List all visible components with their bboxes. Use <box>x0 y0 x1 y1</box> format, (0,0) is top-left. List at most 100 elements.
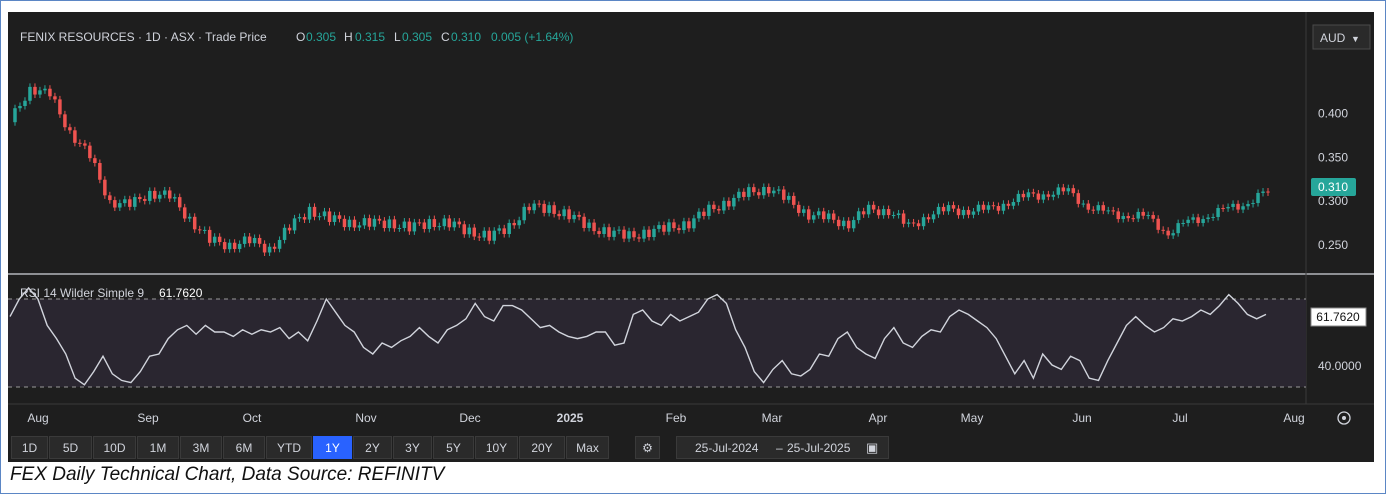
candle-body <box>901 213 906 224</box>
candle-body <box>1146 215 1150 217</box>
candle-body <box>707 204 711 216</box>
candle-body <box>407 221 412 232</box>
price-axis: 0.250 0.300 0.350 0.400 <box>1318 106 1348 252</box>
range-button-5y[interactable]: 5Y <box>433 436 474 459</box>
candle-body <box>477 236 482 238</box>
candle-body <box>682 221 686 231</box>
candle-body <box>1056 187 1061 195</box>
candle-body <box>272 246 277 249</box>
candle-body <box>1046 194 1051 197</box>
range-button-3m[interactable]: 3M <box>180 436 222 459</box>
candle-body <box>332 215 337 222</box>
candle-body <box>801 209 806 213</box>
candle-body <box>811 215 816 220</box>
currency-selector[interactable] <box>1312 24 1371 50</box>
candle-body <box>172 197 177 199</box>
candle-body <box>1216 208 1220 218</box>
candle-body <box>452 221 457 228</box>
candle-body <box>966 209 971 215</box>
candle-body <box>237 243 242 249</box>
candle-body <box>23 100 27 106</box>
range-button-1d[interactable]: 1D <box>11 436 48 459</box>
candle-body <box>1251 203 1255 205</box>
range-button-2y[interactable]: 2Y <box>353 436 392 459</box>
candle-body <box>307 206 312 220</box>
candle-body <box>806 209 811 220</box>
candle-body <box>737 191 741 198</box>
candle-body <box>846 220 851 229</box>
candle-body <box>53 96 57 100</box>
price-tick-label: 0.250 <box>1318 238 1348 252</box>
candle-body <box>167 190 172 199</box>
candle-body <box>118 203 122 208</box>
candle-body <box>747 187 751 197</box>
candle-body <box>153 190 157 199</box>
candle-body <box>78 142 82 144</box>
candle-body <box>1021 193 1026 198</box>
candle-body <box>931 214 936 220</box>
candle-body <box>537 203 541 205</box>
range-button-5d[interactable]: 5D <box>49 436 92 459</box>
date-range-picker[interactable]: 25-Jul-2024 – 25-Jul-2025 ▣ <box>676 436 889 459</box>
settings-gear-icon[interactable] <box>1337 411 1351 425</box>
candle-body <box>692 218 696 229</box>
candle-body <box>951 205 956 209</box>
range-button-10d[interactable]: 10D <box>93 436 136 459</box>
candle-body <box>1016 193 1021 203</box>
rsi-band <box>8 299 1306 387</box>
candle-body <box>1256 192 1260 204</box>
candle-body <box>702 211 706 216</box>
candle-body <box>926 217 931 220</box>
candle-body <box>946 205 951 212</box>
candle-body <box>317 216 322 218</box>
range-button-1y[interactable]: 1Y <box>313 436 352 459</box>
candle-body <box>672 222 676 229</box>
candle-body <box>981 204 986 210</box>
candle-body <box>342 218 347 228</box>
rsi-title: RSI 14 Wilder Simple 9 <box>20 286 144 300</box>
candle-body <box>587 222 591 228</box>
candle-body <box>327 211 332 222</box>
candle-body <box>996 206 1001 211</box>
candle-body <box>197 229 202 231</box>
candle-body <box>1101 205 1106 211</box>
range-button-10y[interactable]: 10Y <box>475 436 518 459</box>
candle-body <box>637 237 641 239</box>
candle-body <box>642 229 646 239</box>
candle-body <box>1171 233 1175 236</box>
candle-body <box>192 216 197 230</box>
candle-body <box>467 227 472 235</box>
range-button-3y[interactable]: 3Y <box>393 436 432 459</box>
candle-body <box>437 226 442 228</box>
candle-body <box>382 220 387 229</box>
symbol-label: FENIX RESOURCES · 1D · ASX · Trade Price <box>20 30 267 44</box>
figure-caption: FEX Daily Technical Chart, Data Source: … <box>10 464 445 485</box>
candle-body <box>402 221 407 228</box>
candle-body <box>921 217 926 227</box>
candle-body <box>956 208 961 216</box>
candle-body <box>297 217 302 219</box>
candle-body <box>217 236 222 243</box>
candle-body <box>1226 206 1230 209</box>
candle-body <box>1116 211 1120 220</box>
candle-body <box>1136 211 1140 219</box>
range-button-20y[interactable]: 20Y <box>519 436 565 459</box>
chart-settings-button[interactable]: ⚙ <box>635 436 660 459</box>
rsi-value-tag <box>1310 307 1367 327</box>
candle-body <box>687 221 691 229</box>
candle-body <box>63 114 67 128</box>
candle-body <box>33 86 37 95</box>
candle-body <box>98 163 102 180</box>
month-label: Aug <box>27 411 48 425</box>
range-button-ytd[interactable]: YTD <box>266 436 312 459</box>
range-button-1m[interactable]: 1M <box>137 436 179 459</box>
rsi-line <box>9 286 1267 386</box>
range-button-max[interactable]: Max <box>566 436 609 459</box>
candle-body <box>562 209 566 217</box>
range-button-6m[interactable]: 6M <box>223 436 265 459</box>
change-value: 0.005 (+1.64%) <box>491 30 573 44</box>
candle-body <box>123 199 127 204</box>
candle-body <box>891 215 896 217</box>
candle-body <box>432 219 437 227</box>
candle-body <box>582 216 586 228</box>
